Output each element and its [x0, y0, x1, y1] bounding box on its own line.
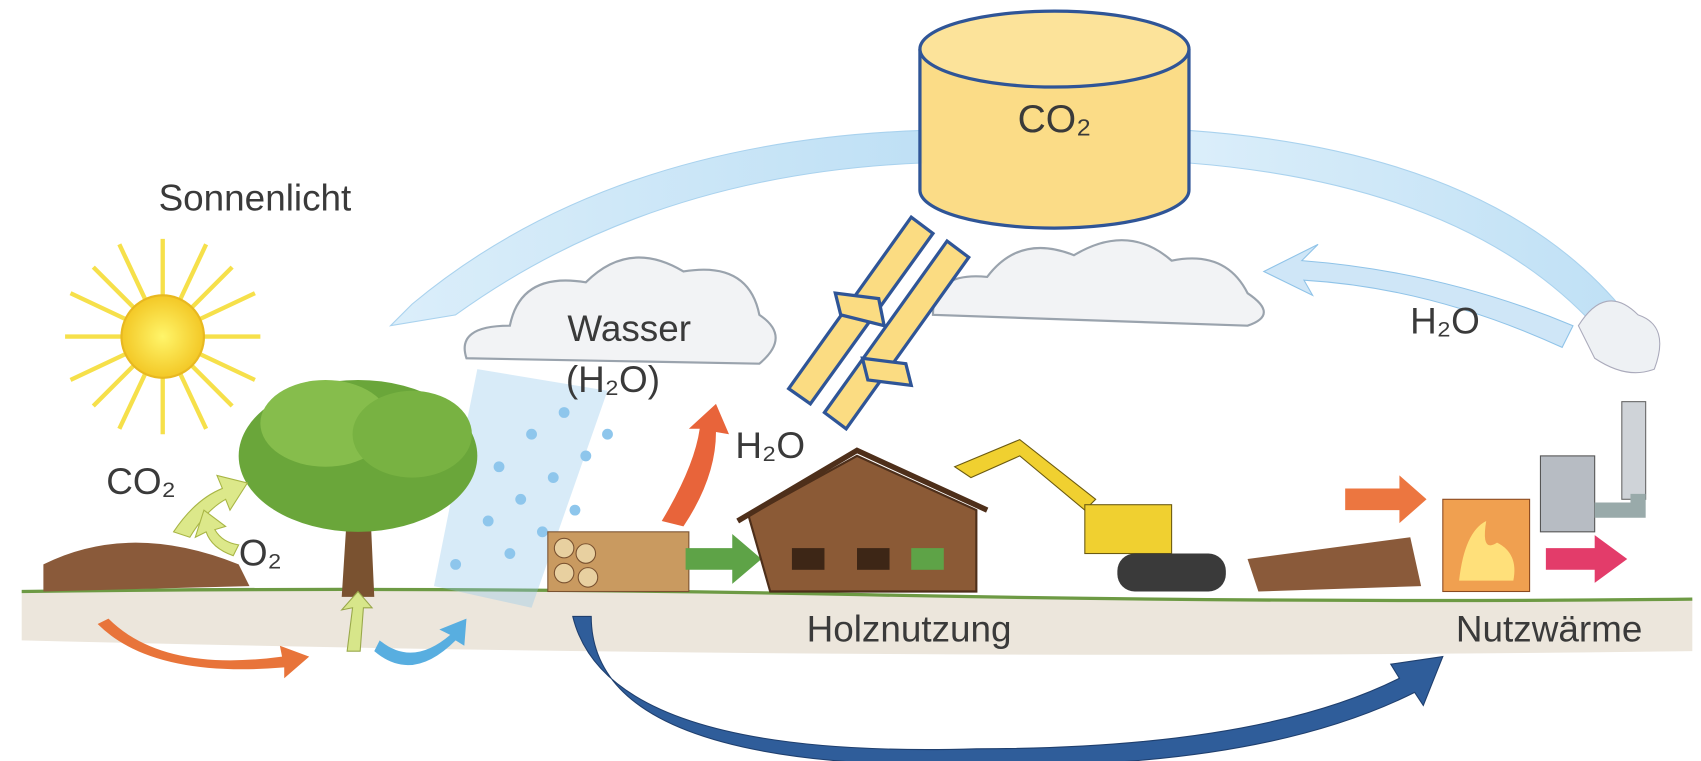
label-evaporation: H₂O: [735, 425, 805, 466]
fuel-arrow: [1345, 475, 1426, 523]
diagram: Sonnenlicht Wasser (H₂O) CO₂ CO₂ O₂ H₂O …: [0, 0, 1701, 761]
evaporation-arrow: [662, 404, 729, 527]
label-water-formula: (H₂O): [566, 359, 660, 400]
log-pile: [548, 532, 689, 592]
boiler: [1443, 301, 1660, 592]
house: [738, 450, 988, 591]
label-tree-o2: O₂: [239, 532, 282, 573]
label-water: Wasser: [567, 308, 691, 349]
wood-scrap: [1248, 537, 1422, 591]
label-chimney-h2o: H₂O: [1410, 300, 1480, 341]
sun: [65, 239, 260, 434]
excavator: [955, 440, 1226, 592]
label-reservoir: CO₂: [1018, 98, 1092, 141]
o2-arrow: [195, 510, 238, 556]
wood-arrow: [686, 534, 762, 584]
label-tree-co2: CO₂: [106, 461, 176, 502]
deadwood: [43, 543, 249, 592]
heat-arrow: [1546, 535, 1627, 583]
broken-link: [789, 217, 969, 429]
label-wood-use: Holznutzung: [807, 608, 1012, 649]
label-sunlight: Sonnenlicht: [159, 178, 352, 219]
label-useful-heat: Nutzwärme: [1456, 608, 1642, 649]
co2-arc-right: [1189, 130, 1627, 325]
